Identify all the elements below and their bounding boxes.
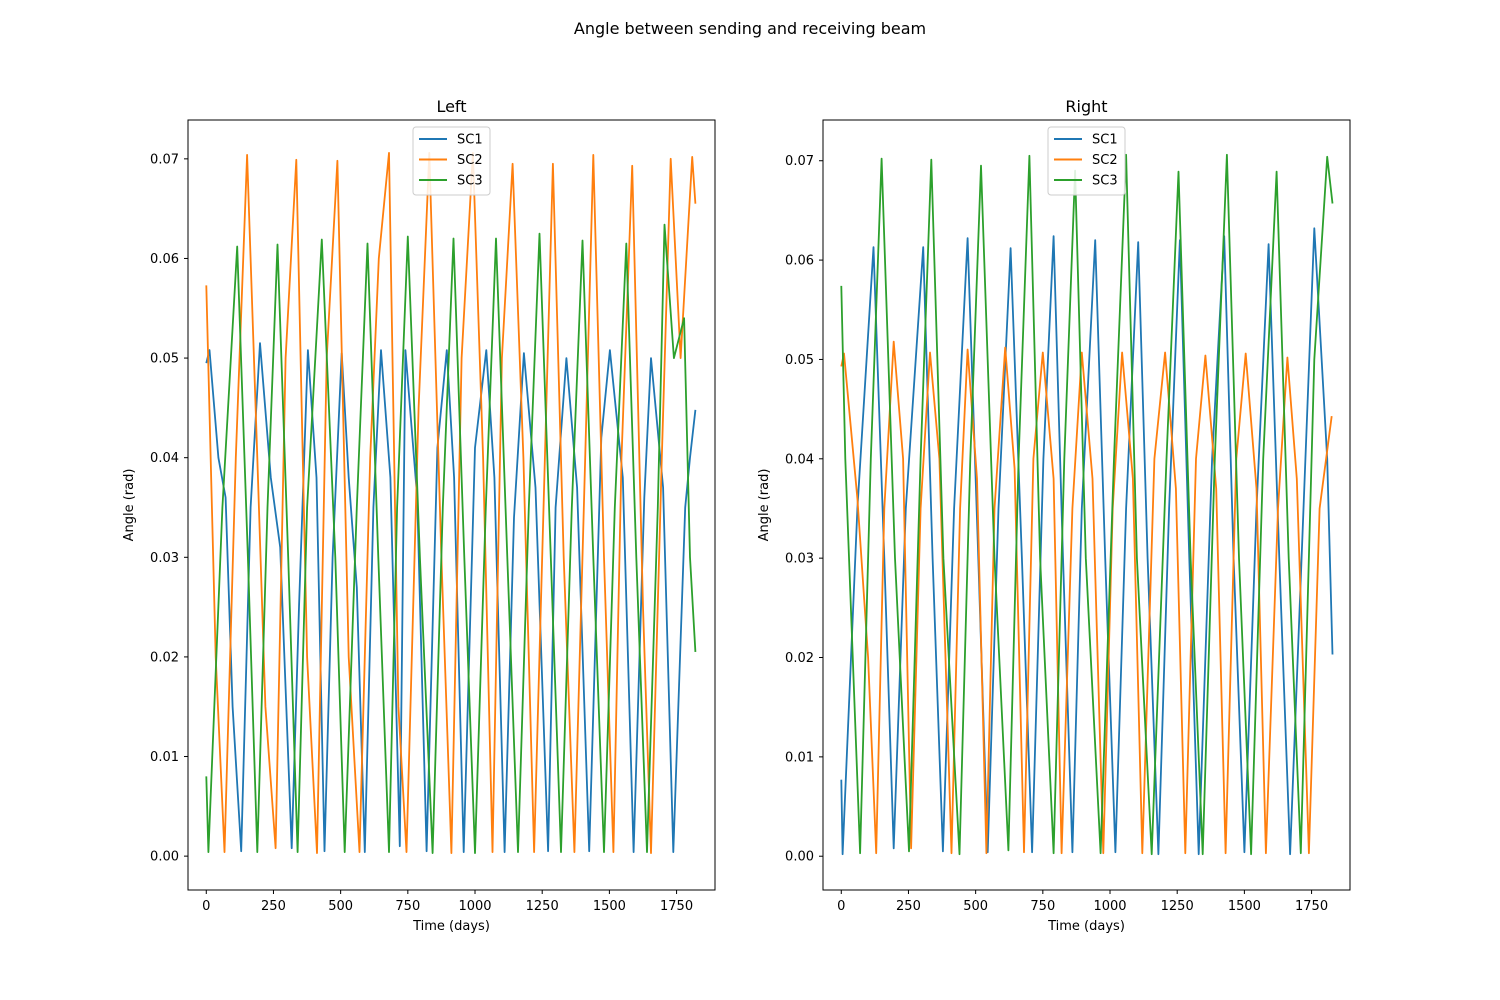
series-line-sc3-left <box>205 223 697 854</box>
y-tick-label-left: 0.06 <box>150 252 179 267</box>
legend-label-sc3-left: SC3 <box>457 174 483 189</box>
y-tick-label-left: 0.01 <box>150 750 179 765</box>
legend-label-sc2-right: SC2 <box>1092 153 1118 168</box>
subplot-title-left: Left <box>436 97 466 116</box>
series-line-sc1-right <box>840 227 1334 856</box>
legend-right: SC1 SC2 SC3 <box>1047 126 1126 196</box>
x-tick-label-left: 750 <box>395 899 420 914</box>
subplot-left: 0 250 500 750 1000 1250 1500 1750 0.00 0.01 0.02 0.… <box>122 97 716 934</box>
legend-label-sc1-left: SC1 <box>457 133 483 148</box>
y-tick-label-left: 0.04 <box>150 451 179 466</box>
x-tick-label-right: 500 <box>963 899 988 914</box>
x-tick-label-right: 1750 <box>1295 899 1328 914</box>
figure-suptitle: Angle between sending and receiving beam <box>574 19 926 38</box>
y-axis-label-left: Angle (rad) <box>122 469 137 542</box>
legend-label-sc3-right: SC3 <box>1092 174 1118 189</box>
axes-frame-right <box>822 119 1351 891</box>
y-tick-label-right: 0.00 <box>785 850 814 865</box>
plot-area-right <box>840 153 1334 856</box>
x-axis-label-right: Time (days) <box>1047 919 1125 934</box>
series-line-sc1-left <box>205 342 697 853</box>
y-tick-label-left: 0.07 <box>150 152 179 167</box>
x-tick-label-right: 1500 <box>1228 899 1261 914</box>
y-axis-label-right: Angle (rad) <box>757 469 772 542</box>
x-tick-label-left: 1500 <box>593 899 626 914</box>
legend-left: SC1 SC2 SC3 <box>412 126 491 196</box>
y-tick-label-right: 0.01 <box>785 750 814 765</box>
series-line-sc2-right <box>840 340 1333 855</box>
x-tick-label-left: 500 <box>328 899 353 914</box>
x-tick-label-right: 0 <box>837 899 845 914</box>
y-tick-label-right: 0.04 <box>785 452 814 467</box>
legend-label-sc1-right: SC1 <box>1092 133 1118 148</box>
legend-box-right <box>1047 126 1126 196</box>
y-tick-label-left: 0.05 <box>150 352 179 367</box>
x-tick-label-left: 0 <box>202 899 210 914</box>
y-tick-label-left: 0.03 <box>150 551 179 566</box>
subplot-right: 0 250 500 750 1000 1250 1500 1750 0.00 0.01 0.02 0.… <box>757 97 1351 934</box>
x-tick-label-right: 750 <box>1030 899 1055 914</box>
x-tick-label-left: 250 <box>261 899 286 914</box>
x-tick-label-left: 1000 <box>458 899 491 914</box>
x-tick-label-right: 250 <box>896 899 921 914</box>
y-tick-label-right: 0.07 <box>785 154 814 169</box>
y-tick-label-left: 0.00 <box>150 850 179 865</box>
x-axis-label-left: Time (days) <box>412 919 490 934</box>
subplot-title-right: Right <box>1065 97 1107 116</box>
x-tick-label-right: 1000 <box>1093 899 1126 914</box>
legend-box-left <box>412 126 491 196</box>
axes-frame-left <box>187 119 716 891</box>
series-line-sc2-left <box>205 152 697 854</box>
series-line-sc3-right <box>840 153 1334 856</box>
x-tick-label-left: 1750 <box>660 899 693 914</box>
x-tick-label-right: 1250 <box>1161 899 1194 914</box>
y-tick-label-left: 0.02 <box>150 650 179 665</box>
y-tick-label-right: 0.05 <box>785 353 814 368</box>
y-tick-label-right: 0.03 <box>785 552 814 567</box>
plot-area-left <box>205 152 697 854</box>
x-tick-label-left: 1250 <box>526 899 559 914</box>
legend-label-sc2-left: SC2 <box>457 153 483 168</box>
y-tick-label-right: 0.06 <box>785 254 814 269</box>
y-tick-label-right: 0.02 <box>785 651 814 666</box>
